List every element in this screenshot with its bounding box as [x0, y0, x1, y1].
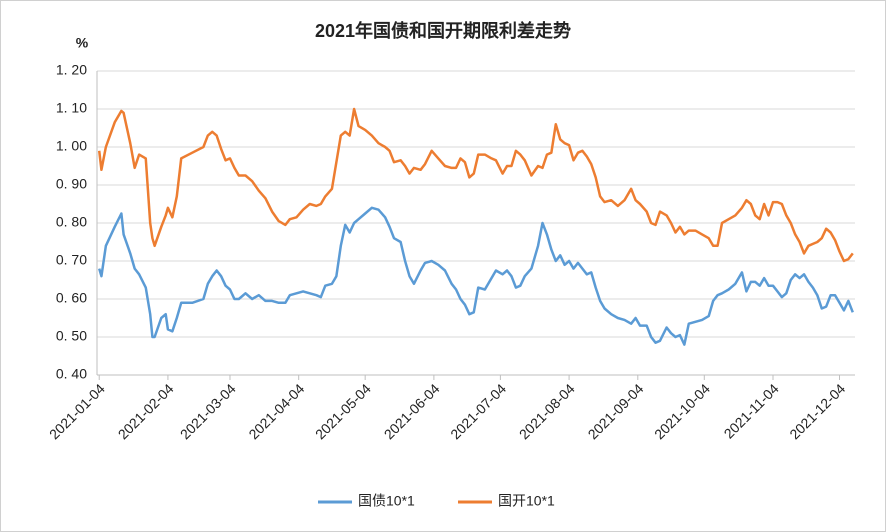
y-tick-label: 1. 10	[56, 100, 87, 116]
legend-label: 国开10*1	[498, 493, 555, 509]
legend-label: 国债10*1	[358, 493, 415, 509]
series-line	[97, 107, 854, 263]
y-tick-label: 0. 70	[56, 252, 87, 268]
y-tick-label: 1. 00	[56, 138, 87, 154]
chart-title: 2021年国债和国开期限利差走势	[315, 20, 571, 41]
series-line	[98, 206, 854, 346]
y-tick-label: 0. 90	[56, 176, 87, 192]
y-tick-label: 0. 60	[56, 290, 87, 306]
y-tick-label: 0. 80	[56, 214, 87, 230]
y-tick-label: 0. 40	[56, 366, 87, 382]
y-tick-label: 0. 50	[56, 328, 87, 344]
y-unit: %	[76, 35, 89, 51]
y-tick-label: 1. 20	[56, 62, 87, 78]
